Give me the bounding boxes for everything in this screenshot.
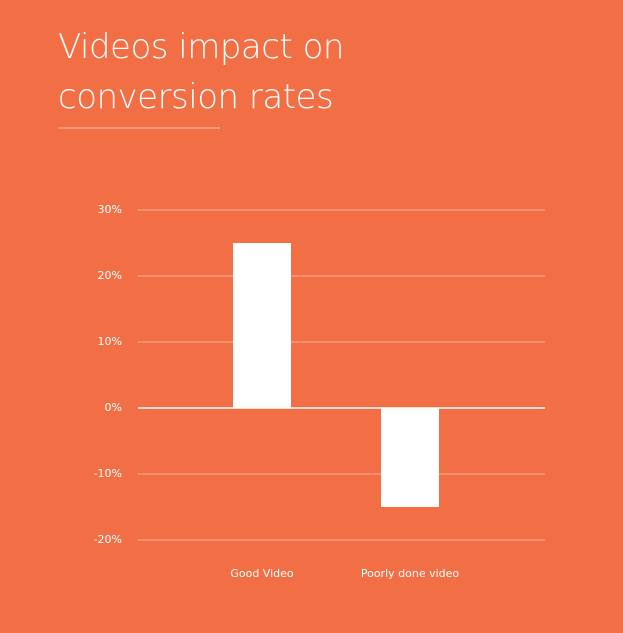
y-tick-label: -20% [94, 533, 122, 546]
bar [381, 408, 439, 507]
y-tick-label: 10% [98, 335, 122, 348]
y-tick-label: 20% [98, 269, 122, 282]
x-tick-label: Good Video [230, 567, 294, 580]
y-tick-label: 0% [105, 401, 122, 414]
y-tick-label: -10% [94, 467, 122, 480]
x-tick-label: Poorly done video [361, 567, 460, 580]
chart-title: Videos impact on conversion rates [58, 27, 344, 117]
bar [233, 243, 291, 408]
y-tick-label: 30% [98, 203, 122, 216]
